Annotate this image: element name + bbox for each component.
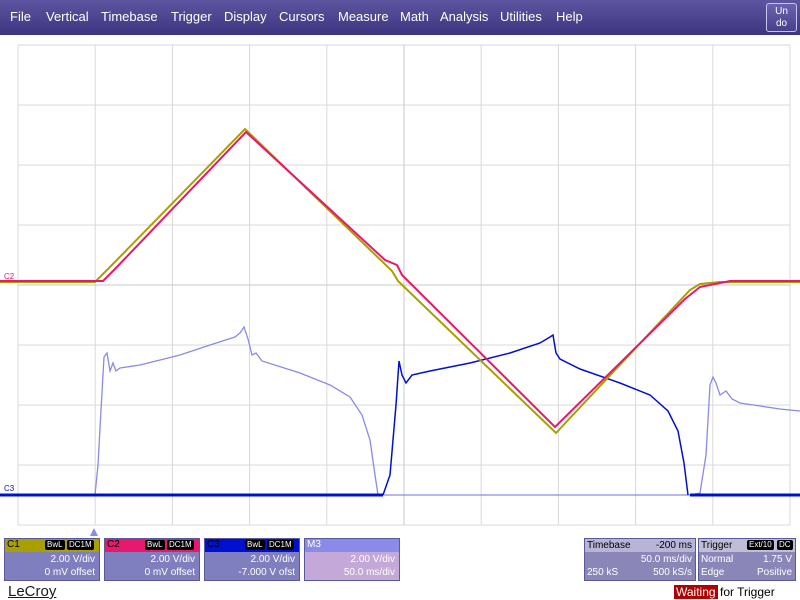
channel-c2-offset: 0 mV offset (144, 567, 195, 578)
channel-c3-descriptor[interactable]: C3 BwL DC1M 2.00 V/div -7.000 V ofst (204, 538, 300, 581)
channel-c2-name: C2 (107, 539, 120, 550)
channel-c3-offset: -7.000 V ofst (238, 567, 295, 578)
channel-c1-descriptor[interactable]: C1 BwL DC1M 2.00 V/div 0 mV offset (4, 538, 100, 581)
menu-vertical[interactable]: Vertical (46, 9, 89, 24)
undo-label-top: Un (775, 6, 788, 17)
waveform-grid: C2 C3 (0, 44, 800, 526)
channel-m3-vdiv: 2.00 V/div (350, 554, 395, 565)
trigger-coupling-tag: DC (777, 540, 793, 550)
channel-c2-vdiv: 2.00 V/div (150, 554, 195, 565)
timebase-samples: 250 kS (587, 567, 619, 578)
channel-c2-coupling-tag: DC1M (167, 540, 194, 550)
channel-c1-name: C1 (7, 539, 20, 550)
channel-c3-bwl-tag: BwL (245, 540, 265, 550)
trigger-position-marker (90, 528, 98, 536)
timebase-delay: -200 ms (655, 540, 692, 551)
brand-logo: LeCroy (8, 583, 57, 600)
channel-c1-bwl-tag: BwL (45, 540, 65, 550)
menu-help[interactable]: Help (556, 9, 583, 24)
trace-c2 (0, 130, 800, 429)
channel-c2-header: C2 BwL DC1M (105, 539, 199, 552)
trigger-status-text: for Trigger (720, 585, 775, 599)
trigger-level: 1.75 V (763, 554, 792, 565)
graticule (17, 44, 791, 526)
waveform-display[interactable]: C2 C3 (0, 35, 800, 528)
trigger-source-tag: Ext/10 (747, 540, 774, 550)
menu-bar: File Vertical Timebase Trigger Display C… (0, 0, 800, 35)
status-panel: C1 BwL DC1M 2.00 V/div 0 mV offset C2 Bw… (0, 528, 800, 600)
c2-ground-marker: C2 (4, 272, 15, 281)
trace-m3 (0, 325, 383, 496)
channel-c1-header: C1 BwL DC1M (5, 539, 99, 552)
menu-file[interactable]: File (10, 9, 31, 24)
menu-display[interactable]: Display (224, 9, 267, 24)
menu-trigger[interactable]: Trigger (171, 9, 212, 24)
channel-c2-descriptor[interactable]: C2 BwL DC1M 2.00 V/div 0 mV offset (104, 538, 200, 581)
trace-m3-right (689, 375, 800, 496)
channel-c1-vdiv: 2.00 V/div (50, 554, 95, 565)
trigger-status-highlight: Waiting (674, 585, 718, 599)
trigger-type: Edge (701, 567, 725, 578)
channel-c3-name: C3 (207, 539, 220, 550)
trigger-descriptor[interactable]: Trigger Ext/10 DC Normal 1.75 V Edge Pos… (698, 538, 796, 581)
menu-timebase[interactable]: Timebase (101, 9, 158, 24)
trigger-mode: Normal (701, 554, 734, 565)
menu-math[interactable]: Math (400, 9, 429, 24)
trigger-slope: Positive (756, 567, 792, 578)
channel-m3-tdiv: 50.0 ms/div (343, 567, 395, 578)
channel-m3-descriptor[interactable]: M3 2.00 V/div 50.0 ms/div (304, 538, 400, 581)
channel-c3-coupling-tag: DC1M (267, 540, 294, 550)
undo-button[interactable]: Un do (766, 3, 797, 32)
menu-utilities[interactable]: Utilities (500, 9, 542, 24)
c3-ground-marker: C3 (4, 484, 15, 493)
undo-label-bottom: do (775, 18, 788, 29)
timebase-descriptor[interactable]: Timebase -200 ms 50.0 ms/div 250 kS 500 … (584, 538, 696, 581)
trace-c3 (382, 333, 689, 496)
channel-c1-offset: 0 mV offset (44, 567, 95, 578)
menu-analysis[interactable]: Analysis (440, 9, 489, 24)
channel-m3-name: M3 (307, 539, 321, 550)
timebase-tdiv: 50.0 ms/div (640, 554, 692, 565)
menu-cursors[interactable]: Cursors (279, 9, 325, 24)
trigger-header: Trigger Ext/10 DC (699, 539, 795, 552)
timebase-label: Timebase (587, 540, 631, 551)
trace-c1 (0, 127, 800, 435)
timebase-header: Timebase -200 ms (585, 539, 695, 552)
trigger-label: Trigger (701, 540, 733, 551)
channel-c2-bwl-tag: BwL (145, 540, 165, 550)
channel-c3-vdiv: 2.00 V/div (250, 554, 295, 565)
channel-c3-header: C3 BwL DC1M (205, 539, 299, 552)
menu-measure[interactable]: Measure (338, 9, 389, 24)
channel-m3-header: M3 (305, 539, 399, 552)
channel-c1-coupling-tag: DC1M (67, 540, 94, 550)
timebase-rate: 500 kS/s (653, 567, 692, 578)
